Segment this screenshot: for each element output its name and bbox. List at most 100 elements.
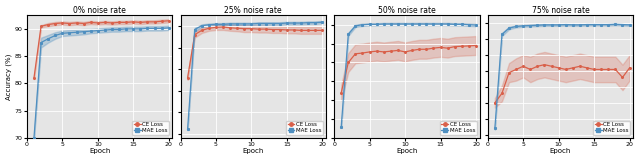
MAE Loss — [380, 23, 388, 25]
CE Loss — [198, 29, 205, 31]
CE Loss — [122, 21, 130, 23]
CE Loss — [269, 29, 276, 31]
MAE Loss — [401, 23, 409, 25]
MAE Loss — [541, 24, 548, 26]
X-axis label: Epoch: Epoch — [89, 148, 110, 154]
CE Loss — [429, 47, 437, 49]
MAE Loss — [429, 23, 437, 25]
CE Loss — [108, 22, 116, 24]
MAE Loss — [255, 23, 262, 24]
Legend: CE Loss, MAE Loss: CE Loss, MAE Loss — [286, 121, 323, 135]
Line: MAE Loss: MAE Loss — [340, 23, 477, 127]
MAE Loss — [491, 127, 499, 129]
MAE Loss — [73, 31, 81, 33]
CE Loss — [319, 29, 326, 31]
CE Loss — [365, 51, 373, 53]
CE Loss — [136, 21, 144, 23]
CE Loss — [337, 92, 345, 94]
CE Loss — [234, 27, 241, 29]
MAE Loss — [534, 24, 541, 26]
CE Loss — [604, 68, 612, 70]
CE Loss — [37, 25, 45, 27]
CE Loss — [227, 27, 234, 29]
MAE Loss — [37, 42, 45, 44]
MAE Loss — [436, 23, 444, 25]
CE Loss — [555, 67, 563, 69]
CE Loss — [548, 65, 556, 67]
CE Loss — [290, 29, 298, 31]
CE Loss — [401, 51, 409, 53]
MAE Loss — [344, 33, 352, 35]
Y-axis label: Accuracy (%): Accuracy (%) — [6, 53, 12, 100]
MAE Loss — [422, 23, 430, 25]
CE Loss — [158, 20, 166, 22]
MAE Loss — [87, 30, 95, 32]
CE Loss — [143, 21, 151, 23]
CE Loss — [80, 23, 88, 24]
Line: CE Loss: CE Loss — [187, 26, 323, 79]
CE Loss — [527, 68, 534, 70]
MAE Loss — [234, 23, 241, 25]
CE Loss — [415, 48, 423, 50]
CE Loss — [344, 61, 352, 63]
CE Loss — [262, 28, 269, 30]
CE Loss — [505, 72, 513, 74]
CE Loss — [283, 29, 291, 31]
MAE Loss — [143, 28, 151, 29]
CE Loss — [436, 46, 444, 48]
MAE Loss — [319, 21, 326, 23]
MAE Loss — [129, 28, 137, 30]
CE Loss — [569, 67, 577, 69]
MAE Loss — [569, 24, 577, 26]
MAE Loss — [583, 24, 591, 26]
X-axis label: Epoch: Epoch — [396, 148, 417, 154]
MAE Loss — [205, 24, 212, 26]
CE Loss — [520, 65, 527, 67]
MAE Loss — [262, 23, 269, 24]
CE Loss — [465, 45, 473, 47]
CE Loss — [115, 21, 123, 23]
Line: CE Loss: CE Loss — [340, 45, 477, 93]
CE Loss — [472, 44, 480, 46]
MAE Loss — [512, 25, 520, 27]
CE Loss — [248, 28, 255, 30]
CE Loss — [612, 68, 620, 70]
MAE Loss — [248, 23, 255, 25]
MAE Loss — [505, 27, 513, 29]
MAE Loss — [527, 24, 534, 26]
MAE Loss — [30, 137, 38, 139]
CE Loss — [297, 29, 305, 31]
MAE Loss — [122, 28, 130, 30]
CE Loss — [304, 29, 312, 31]
MAE Loss — [212, 23, 220, 25]
CE Loss — [387, 50, 395, 52]
MAE Loss — [312, 22, 319, 24]
CE Loss — [191, 34, 198, 36]
Legend: CE Loss, MAE Loss: CE Loss, MAE Loss — [440, 121, 477, 135]
CE Loss — [422, 48, 430, 50]
CE Loss — [129, 21, 137, 23]
MAE Loss — [136, 28, 144, 30]
CE Loss — [73, 22, 81, 24]
MAE Loss — [619, 24, 627, 26]
MAE Loss — [555, 24, 563, 26]
MAE Loss — [444, 23, 451, 25]
CE Loss — [444, 47, 451, 49]
MAE Loss — [612, 23, 620, 25]
CE Loss — [220, 26, 227, 28]
MAE Loss — [408, 23, 416, 25]
MAE Loss — [58, 32, 66, 34]
MAE Loss — [65, 32, 73, 34]
MAE Loss — [80, 31, 88, 33]
CE Loss — [534, 65, 541, 67]
MAE Loss — [465, 24, 473, 26]
Line: MAE Loss: MAE Loss — [494, 23, 630, 129]
CE Loss — [87, 21, 95, 23]
MAE Loss — [191, 29, 198, 31]
MAE Loss — [597, 24, 605, 26]
MAE Loss — [626, 24, 634, 26]
Legend: CE Loss, MAE Loss: CE Loss, MAE Loss — [593, 121, 630, 135]
MAE Loss — [276, 23, 284, 24]
MAE Loss — [387, 23, 395, 25]
CE Loss — [255, 28, 262, 30]
